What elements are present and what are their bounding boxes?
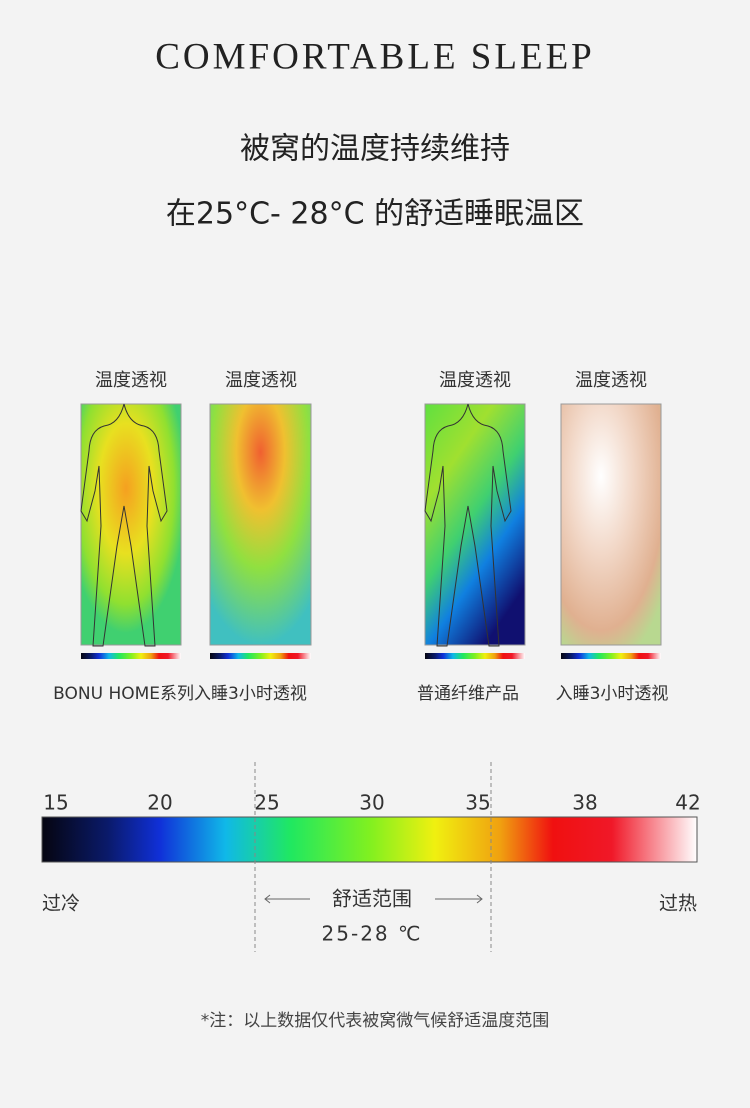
- title: COMFORTABLE SLEEP: [155, 36, 595, 77]
- caption: 入睡3小时透视: [556, 684, 669, 704]
- panel-label: 温度透视: [439, 370, 511, 391]
- scale-ticks: 15 20 25 30 35 38 42: [43, 791, 700, 815]
- panel-label: 温度透视: [575, 370, 647, 391]
- caption: BONU HOME系列入睡3小时透视: [53, 684, 307, 704]
- thermal-images: [80, 403, 662, 659]
- hot-label: 过热: [659, 893, 697, 915]
- zone-range: 25-28 ℃: [322, 922, 423, 946]
- thermal-image: [560, 403, 662, 646]
- mini-scale: [561, 653, 661, 659]
- panel-label: 温度透视: [95, 370, 167, 391]
- temperature-scale: [41, 816, 698, 863]
- scale-tick-label: 38: [572, 791, 597, 815]
- body-outline: [80, 403, 168, 647]
- headline: 被窝的温度持续维持: [240, 132, 510, 167]
- mini-scale: [425, 653, 525, 659]
- scale-tick-label: 15: [43, 791, 68, 815]
- arrow-head: [264, 894, 271, 904]
- zone-label: 舒适范围: [332, 887, 412, 911]
- caption: 普通纤维产品: [417, 684, 519, 704]
- thermal-image: [80, 403, 182, 646]
- panel-label: 温度透视: [225, 370, 297, 391]
- mini-scale: [210, 653, 311, 659]
- thermal-image: [424, 403, 526, 646]
- scale-tick-label: 20: [147, 791, 172, 815]
- mini-scale: [81, 653, 181, 659]
- scale-tick-label: 42: [675, 791, 700, 815]
- body-outline: [424, 403, 512, 647]
- scale-tick-label: 35: [465, 791, 490, 815]
- thermal-image: [209, 403, 312, 646]
- scale-tick-label: 25: [254, 791, 279, 815]
- footnote: *注：以上数据仅代表被窝微气候舒适温度范围: [201, 1011, 550, 1031]
- headline: 在25°C- 28°C 的舒适睡眠温区: [166, 197, 584, 232]
- cold-label: 过冷: [42, 893, 80, 915]
- scale-tick-label: 30: [359, 791, 384, 815]
- arrow-head: [476, 894, 483, 904]
